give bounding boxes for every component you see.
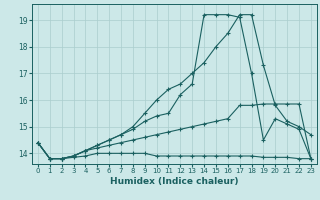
X-axis label: Humidex (Indice chaleur): Humidex (Indice chaleur): [110, 177, 239, 186]
